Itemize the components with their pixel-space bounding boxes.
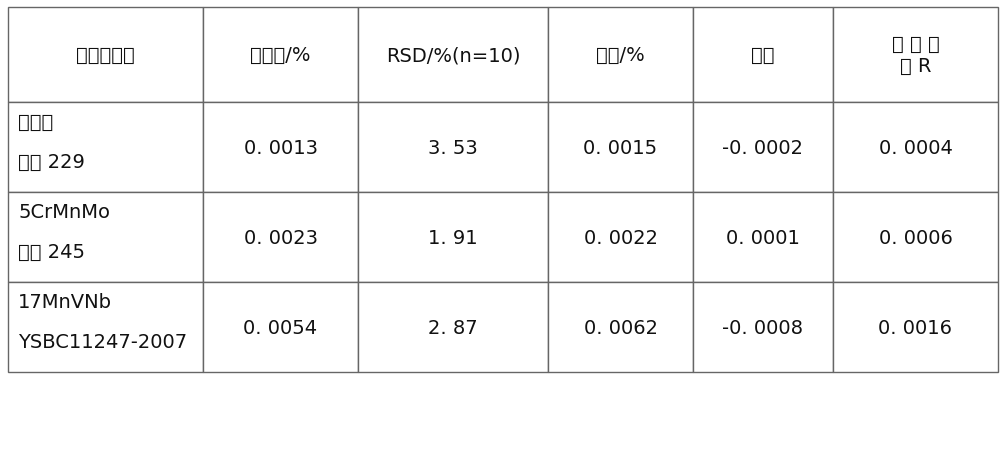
Text: 名称及编号: 名称及编号 xyxy=(76,46,135,65)
Text: 材字 245: 材字 245 xyxy=(18,242,85,261)
Text: 0. 0016: 0. 0016 xyxy=(879,318,952,337)
Text: 0. 0013: 0. 0013 xyxy=(244,138,318,157)
Bar xyxy=(833,8,998,103)
Bar xyxy=(203,8,358,103)
Bar xyxy=(548,193,693,282)
Bar xyxy=(8,282,203,372)
Text: 再 现 性: 再 现 性 xyxy=(892,35,939,54)
Bar xyxy=(358,282,548,372)
Text: YSBC11247-2007: YSBC11247-2007 xyxy=(18,332,187,351)
Text: 17MnVNb: 17MnVNb xyxy=(18,292,112,311)
Bar xyxy=(548,8,693,103)
Bar xyxy=(8,8,203,103)
Text: -0. 0008: -0. 0008 xyxy=(722,318,804,337)
Bar xyxy=(358,103,548,193)
Bar xyxy=(203,193,358,282)
Bar xyxy=(833,282,998,372)
Text: 标值/%: 标值/% xyxy=(596,46,645,65)
Text: 0. 0006: 0. 0006 xyxy=(879,228,952,247)
Text: 0. 0015: 0. 0015 xyxy=(583,138,658,157)
Bar xyxy=(693,193,833,282)
Text: -0. 0002: -0. 0002 xyxy=(722,138,804,157)
Text: 0. 0004: 0. 0004 xyxy=(879,138,952,157)
Bar xyxy=(693,8,833,103)
Bar xyxy=(203,103,358,193)
Bar xyxy=(833,103,998,193)
Text: 0. 0001: 0. 0001 xyxy=(726,228,800,247)
Bar xyxy=(833,193,998,282)
Text: 0. 0022: 0. 0022 xyxy=(584,228,658,247)
Text: 2. 87: 2. 87 xyxy=(428,318,478,337)
Text: RSD/%(n=10): RSD/%(n=10) xyxy=(386,46,520,65)
Text: 限 R: 限 R xyxy=(900,57,931,76)
Bar xyxy=(358,8,548,103)
Text: 3. 53: 3. 53 xyxy=(428,138,478,157)
Text: 0. 0023: 0. 0023 xyxy=(244,228,318,247)
Bar xyxy=(548,103,693,193)
Bar xyxy=(8,103,203,193)
Text: 材字 229: 材字 229 xyxy=(18,152,85,171)
Bar xyxy=(693,282,833,372)
Bar xyxy=(548,282,693,372)
Bar xyxy=(693,103,833,193)
Bar xyxy=(203,282,358,372)
Bar xyxy=(8,193,203,282)
Text: 测定值/%: 测定值/% xyxy=(250,46,311,65)
Text: 5CrMnMo: 5CrMnMo xyxy=(18,202,110,221)
Text: 1. 91: 1. 91 xyxy=(428,228,478,247)
Text: 0. 0054: 0. 0054 xyxy=(243,318,318,337)
Text: 偏差: 偏差 xyxy=(751,46,775,65)
Bar xyxy=(358,193,548,282)
Text: 0. 0062: 0. 0062 xyxy=(584,318,658,337)
Text: 碳素钢: 碳素钢 xyxy=(18,113,53,132)
